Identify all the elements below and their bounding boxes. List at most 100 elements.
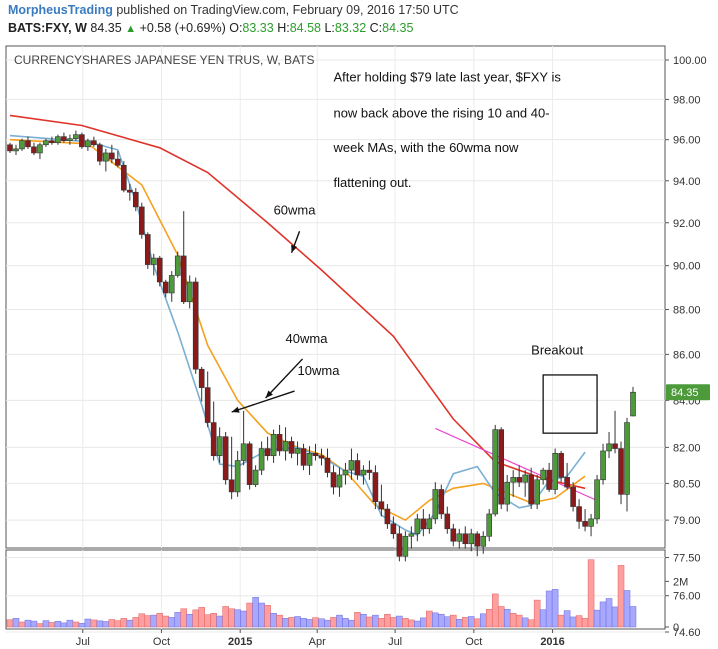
arrow-40wma-head bbox=[265, 390, 273, 399]
low-label: L: bbox=[324, 21, 335, 35]
candle-body bbox=[55, 136, 61, 144]
axes: 100.00 98.00 96.00 94.00 92.00 90.00 88.00 86.0… bbox=[76, 55, 710, 648]
candle-body bbox=[180, 255, 187, 303]
candle-body bbox=[414, 518, 421, 535]
candle-body bbox=[606, 443, 612, 452]
volume-bar bbox=[222, 606, 229, 628]
volume-bar bbox=[54, 621, 62, 628]
volume-bar bbox=[539, 609, 547, 628]
candle-body bbox=[438, 489, 445, 515]
price-change: +0.58 (+0.69%) bbox=[139, 21, 226, 35]
annotation-text: 40wma bbox=[286, 331, 329, 346]
chart-area[interactable]: CURRENCYSHARES JAPANESE YEN TRUS, W, BAT… bbox=[0, 40, 718, 649]
price-tick-label: 86.00 bbox=[673, 349, 701, 361]
volume-bar bbox=[234, 609, 241, 628]
candle-body bbox=[432, 489, 439, 520]
volume-bar bbox=[96, 620, 104, 628]
volume-bar bbox=[144, 615, 152, 628]
candle-body bbox=[450, 528, 457, 542]
volume-bar bbox=[479, 613, 487, 628]
volume-bar bbox=[216, 615, 223, 628]
price-tick-label: 79.00 bbox=[673, 515, 701, 527]
candle-body bbox=[426, 518, 433, 530]
volume-bar bbox=[378, 618, 385, 628]
volume-bar bbox=[108, 619, 116, 628]
volume-bar bbox=[485, 608, 493, 628]
volume-bar bbox=[120, 618, 128, 628]
candle-body bbox=[360, 469, 367, 476]
candle-body bbox=[25, 140, 31, 148]
arrow-60wma-head bbox=[291, 244, 298, 253]
volume-bar bbox=[605, 598, 613, 628]
up-arrow-icon: ▲ bbox=[125, 23, 137, 35]
candle-body bbox=[474, 533, 481, 547]
arrow-10wma-shaft bbox=[231, 390, 295, 413]
candle-body bbox=[138, 206, 145, 235]
candle-body bbox=[150, 257, 157, 265]
candle-body bbox=[246, 443, 253, 485]
candle-body bbox=[504, 481, 511, 505]
volume-bar bbox=[60, 622, 68, 628]
candle-body bbox=[174, 255, 181, 276]
current-price-badge bbox=[666, 384, 710, 401]
volume-bar bbox=[42, 620, 50, 628]
volume-bar bbox=[264, 605, 271, 628]
volume-bar bbox=[258, 602, 265, 628]
candle-body bbox=[348, 460, 355, 471]
candle-body bbox=[61, 136, 67, 142]
volume-bar bbox=[426, 610, 433, 628]
candle-body bbox=[127, 189, 133, 193]
candle-body bbox=[168, 275, 175, 294]
arrow-10wma-head bbox=[231, 406, 240, 413]
candle-body bbox=[156, 257, 163, 283]
candle-body bbox=[366, 469, 373, 473]
price-tick-label: 98.00 bbox=[673, 94, 701, 106]
volume-bar bbox=[168, 617, 175, 628]
price-tick-label: 92.00 bbox=[673, 218, 701, 230]
volume-bar bbox=[515, 614, 523, 628]
candle-body bbox=[576, 506, 582, 522]
annotation-text: flattening out. bbox=[333, 175, 411, 190]
volume-bar bbox=[551, 589, 559, 628]
candle-body bbox=[624, 422, 630, 495]
grid-layer bbox=[5, 45, 666, 633]
volume-bar bbox=[30, 620, 38, 628]
candle-body bbox=[162, 281, 169, 294]
candle-body bbox=[258, 448, 265, 471]
candle-body bbox=[121, 164, 127, 191]
candle-body bbox=[582, 521, 588, 527]
annotation-text: now back above the rising 10 and 40- bbox=[333, 105, 549, 120]
high-label: H: bbox=[277, 21, 290, 35]
volume-bar bbox=[569, 616, 577, 628]
volume-bar bbox=[276, 614, 283, 628]
candle-body bbox=[378, 501, 385, 510]
volume-bar bbox=[402, 618, 409, 628]
arrow-40wma-shaft bbox=[265, 358, 304, 399]
candle-body bbox=[534, 479, 540, 505]
volume-bar bbox=[497, 606, 505, 628]
ohlc-line: BATS:FXY, W 84.35 ▲ +0.58 (+0.69%) O:83.… bbox=[8, 21, 413, 35]
time-tick-label: Jul bbox=[76, 636, 90, 648]
candle-body bbox=[103, 152, 109, 162]
candle-body bbox=[402, 535, 409, 557]
candle-body bbox=[324, 457, 331, 473]
annotations: CURRENCYSHARES JAPANESE YEN TRUS, W, BAT… bbox=[14, 53, 598, 434]
annotation-text: Breakout bbox=[531, 342, 583, 357]
volume-bar bbox=[438, 613, 445, 628]
volume-bar bbox=[270, 613, 277, 628]
annotation-text: 10wma bbox=[298, 363, 341, 378]
volume-bar bbox=[174, 612, 181, 628]
candle-body bbox=[492, 429, 499, 515]
volume-bar bbox=[210, 613, 217, 628]
volume-bar bbox=[138, 613, 146, 628]
symbol-label: BATS:FXY, W bbox=[8, 21, 87, 35]
volume-bar bbox=[348, 619, 355, 628]
candle-body bbox=[240, 443, 247, 461]
author-link[interactable]: MorpheusTrading bbox=[8, 3, 113, 17]
volume-pane-frame bbox=[5, 549, 666, 630]
volume-bar bbox=[396, 615, 403, 628]
chart-header: MorpheusTrading published on TradingView… bbox=[0, 0, 718, 40]
candle-body bbox=[462, 533, 469, 545]
candle-body bbox=[288, 441, 295, 454]
volume-bar bbox=[6, 619, 14, 628]
